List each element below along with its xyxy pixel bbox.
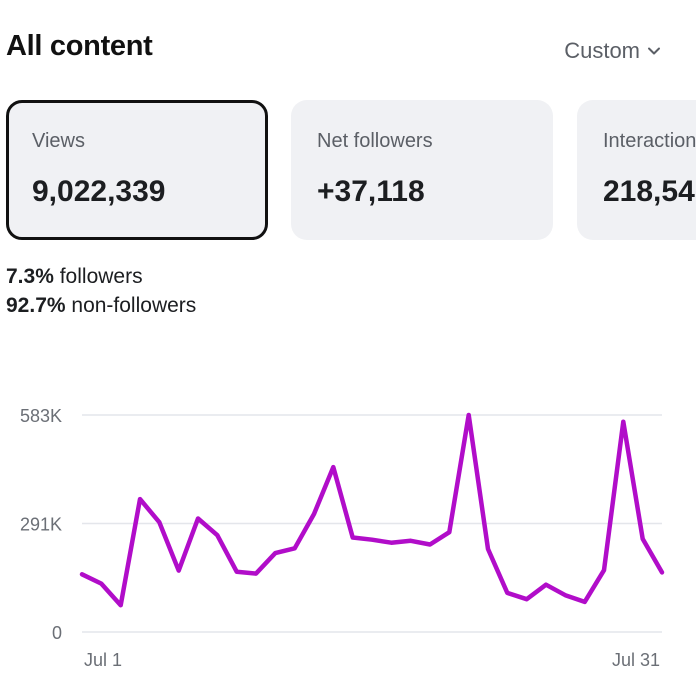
views-series-line bbox=[79, 412, 665, 608]
views-card[interactable]: Views 9,022,339 bbox=[6, 100, 268, 240]
x-tick-label: Jul 1 bbox=[84, 650, 122, 670]
views-label: Views bbox=[32, 130, 85, 152]
chevron-down-icon bbox=[648, 47, 660, 55]
views-value: 9,022,339 bbox=[32, 175, 166, 208]
y-tick-label: 583K bbox=[20, 406, 62, 426]
followers-line: 7.3% followers bbox=[6, 262, 196, 291]
date-range-label: Custom bbox=[564, 38, 640, 63]
audience-breakdown: 7.3% followers 92.7% non-followers bbox=[6, 262, 196, 320]
y-tick-label: 291K bbox=[20, 515, 62, 535]
followers-label: followers bbox=[59, 265, 143, 288]
page-title: All content bbox=[6, 30, 153, 62]
x-tick-label: Jul 31 bbox=[612, 650, 660, 670]
nonfollowers-line: 92.7% non-followers bbox=[6, 291, 196, 320]
nonfollowers-label: non-followers bbox=[71, 294, 197, 317]
followers-percent: 7.3% bbox=[6, 265, 54, 288]
net-followers-value: +37,118 bbox=[317, 175, 425, 208]
nonfollowers-percent: 92.7% bbox=[6, 294, 66, 317]
interactions-label: Interactions bbox=[603, 130, 696, 152]
net-followers-label: Net followers bbox=[317, 130, 433, 152]
date-range-dropdown[interactable]: Custom bbox=[564, 38, 662, 64]
y-tick-label: 0 bbox=[52, 623, 62, 643]
interactions-value: 218,54 bbox=[603, 175, 695, 208]
interactions-card[interactable]: Interactions 218,54 bbox=[577, 100, 696, 240]
views-line-chart: 583K 291K 0 Jul 1 Jul 31 bbox=[20, 406, 665, 670]
metric-cards: Views 9,022,339 Net followers +37,118 In… bbox=[0, 100, 696, 242]
net-followers-card[interactable]: Net followers +37,118 bbox=[291, 100, 553, 240]
